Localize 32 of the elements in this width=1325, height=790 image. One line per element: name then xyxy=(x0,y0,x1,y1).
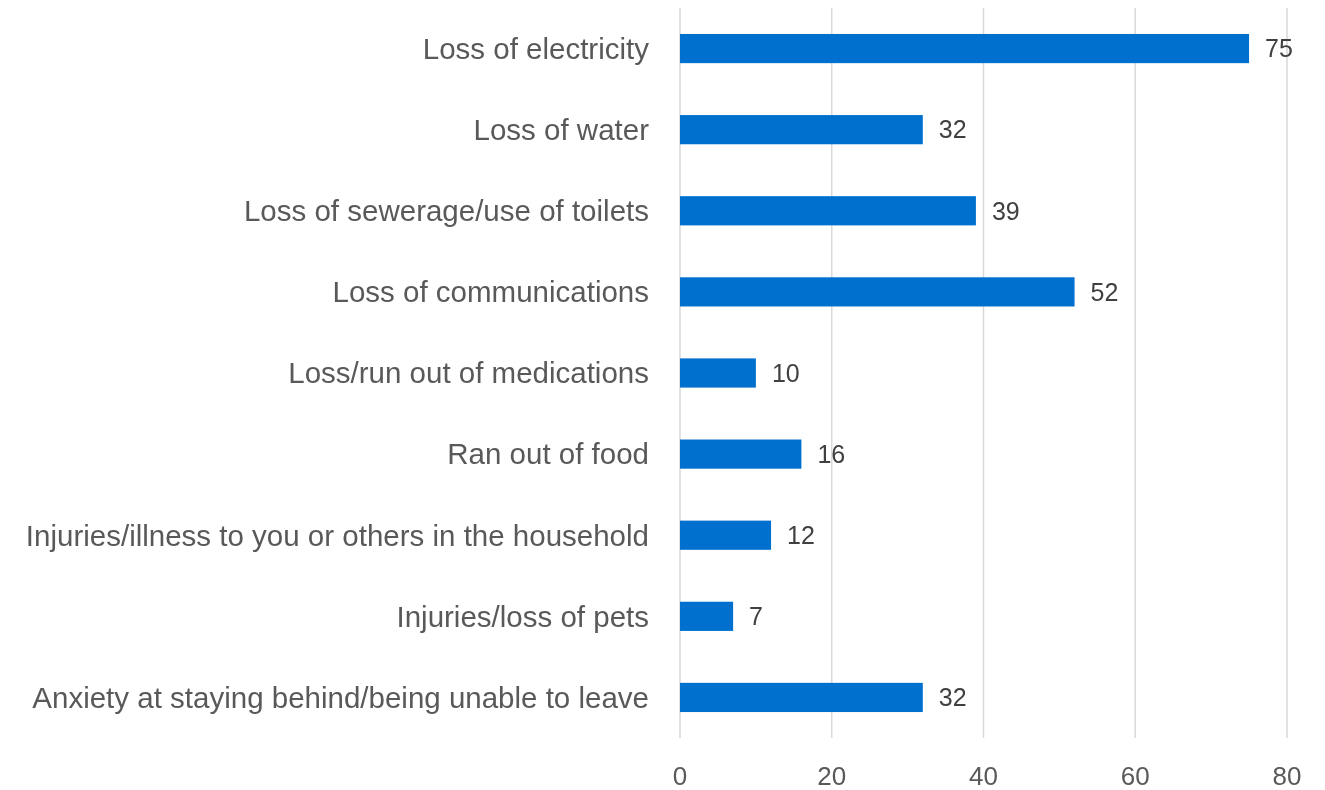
x-tick-label: 0 xyxy=(672,761,688,790)
data-label: 75 xyxy=(1265,34,1293,63)
y-tick-label: Anxiety at staying behind/being unable to leave xyxy=(32,680,649,714)
y-tick-label: Injuries/illness to you or others in the household xyxy=(25,518,649,552)
bar xyxy=(680,196,976,226)
bar xyxy=(680,601,734,631)
data-label: 32 xyxy=(938,115,967,144)
y-tick-label: Loss of water xyxy=(473,112,650,146)
y-tick-label: Injuries/loss of pets xyxy=(396,599,649,633)
x-tick-label: 40 xyxy=(969,761,998,790)
bar xyxy=(680,277,1075,307)
bar xyxy=(680,439,802,469)
data-label: 32 xyxy=(938,683,967,712)
y-tick-label: Loss of communications xyxy=(332,275,649,309)
data-label: 12 xyxy=(787,520,815,549)
data-label: 52 xyxy=(1090,277,1119,306)
bar xyxy=(680,33,1250,64)
bar xyxy=(680,115,923,145)
x-tick-label: 80 xyxy=(1272,761,1302,790)
data-label: 7 xyxy=(749,602,764,631)
bar xyxy=(680,682,923,713)
data-label: 39 xyxy=(991,196,1020,225)
y-tick-label: Loss of sewerage/use of toilets xyxy=(243,194,649,228)
x-tick-label: 60 xyxy=(1120,761,1150,790)
data-label: 16 xyxy=(817,439,846,468)
x-tick-label: 20 xyxy=(817,761,847,790)
y-tick-label: Ran out of food xyxy=(447,437,649,471)
bar xyxy=(680,520,772,550)
y-tick-label: Loss/run out of medications xyxy=(288,356,649,390)
y-tick-label: Loss of electricity xyxy=(422,31,650,65)
data-label: 10 xyxy=(771,358,800,387)
bar xyxy=(680,358,756,388)
